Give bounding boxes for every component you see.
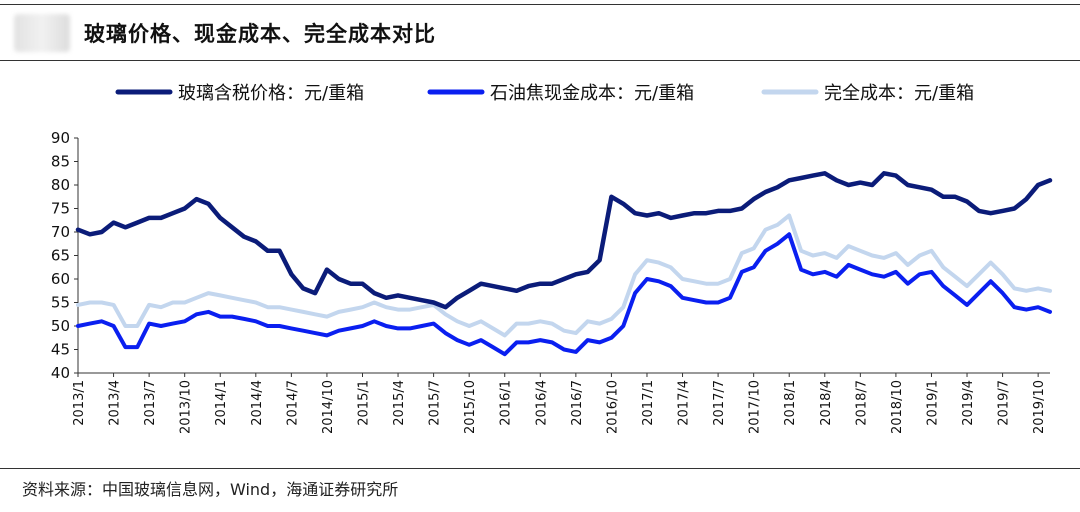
x-tick-label: 2017/10 <box>748 380 763 434</box>
y-tick-label: 45 <box>51 341 70 359</box>
y-tick-label: 75 <box>51 200 70 218</box>
series-line-1 <box>75 171 1053 310</box>
x-tick-label: 2014/7 <box>285 380 300 426</box>
y-tick-label: 80 <box>51 176 70 194</box>
x-tick-label: 2014/1 <box>214 380 229 426</box>
x-tick-label: 2018/10 <box>890 380 905 434</box>
x-tick-label: 2015/1 <box>356 380 371 426</box>
footer-divider <box>0 468 1080 469</box>
x-tick-label: 2016/7 <box>570 380 585 426</box>
series-line-3 <box>76 213 1052 338</box>
y-tick-label: 70 <box>51 223 70 241</box>
y-tick-label: 60 <box>51 270 70 288</box>
y-tick-label: 85 <box>51 153 70 171</box>
x-tick-label: 2018/1 <box>783 380 798 426</box>
top-rule <box>0 4 1080 5</box>
y-tick-label: 55 <box>51 294 70 312</box>
x-tick-label: 2016/4 <box>534 380 549 426</box>
y-tick-label: 40 <box>51 364 70 382</box>
y-tick-label: 50 <box>51 317 70 335</box>
series-lines <box>75 171 1053 357</box>
x-tick-label: 2014/4 <box>250 380 265 426</box>
x-tick-label: 2019/4 <box>961 380 976 426</box>
x-tick-label: 2013/4 <box>108 380 123 426</box>
chart-title: 玻璃价格、现金成本、完全成本对比 <box>84 22 436 46</box>
x-tick-label: 2017/1 <box>641 380 656 426</box>
x-tick-label: 2016/10 <box>605 380 620 434</box>
series-line-2 <box>76 232 1052 357</box>
x-tick-label: 2019/7 <box>997 380 1012 426</box>
title-divider <box>0 60 1080 61</box>
legend: 玻璃含税价格：元/重箱 石油焦现金成本：元/重箱 完全成本：元/重箱 <box>115 83 974 104</box>
legend-label-1: 玻璃含税价格：元/重箱 <box>178 83 364 104</box>
legend-label-3: 完全成本：元/重箱 <box>824 83 974 104</box>
x-tick-label: 2014/10 <box>321 380 336 434</box>
blurred-logo <box>14 14 70 52</box>
line-chart: 玻璃含税价格：元/重箱 石油焦现金成本：元/重箱 完全成本：元/重箱 40 45 50 5… <box>51 83 1053 434</box>
source-note: 资料来源：中国玻璃信息网，Wind，海通证券研究所 <box>22 480 399 499</box>
x-tick-label: 2013/1 <box>72 380 87 426</box>
x-tick-label: 2017/4 <box>677 380 692 426</box>
legend-label-2: 石油焦现金成本：元/重箱 <box>490 83 694 104</box>
x-tick-label: 2013/10 <box>179 380 194 434</box>
y-tick-label: 65 <box>51 247 70 265</box>
x-tick-label: 2015/7 <box>428 380 443 426</box>
x-tick-label: 2018/4 <box>819 380 834 426</box>
x-tick-label: 2019/10 <box>1032 380 1047 434</box>
y-tick-label: 90 <box>51 129 70 147</box>
x-tick-label: 2015/10 <box>463 380 478 434</box>
axes: 40 45 50 55 60 65 70 75 80 85 90 2013/1 2013/4 2013/7… <box>51 129 1050 434</box>
x-tick-label: 2013/7 <box>143 380 158 426</box>
x-tick-label: 2018/7 <box>854 380 869 426</box>
x-tick-label: 2015/4 <box>392 380 407 426</box>
x-tick-label: 2017/7 <box>712 380 727 426</box>
x-tick-label: 2016/1 <box>499 380 514 426</box>
x-tick-label: 2019/1 <box>925 380 940 426</box>
